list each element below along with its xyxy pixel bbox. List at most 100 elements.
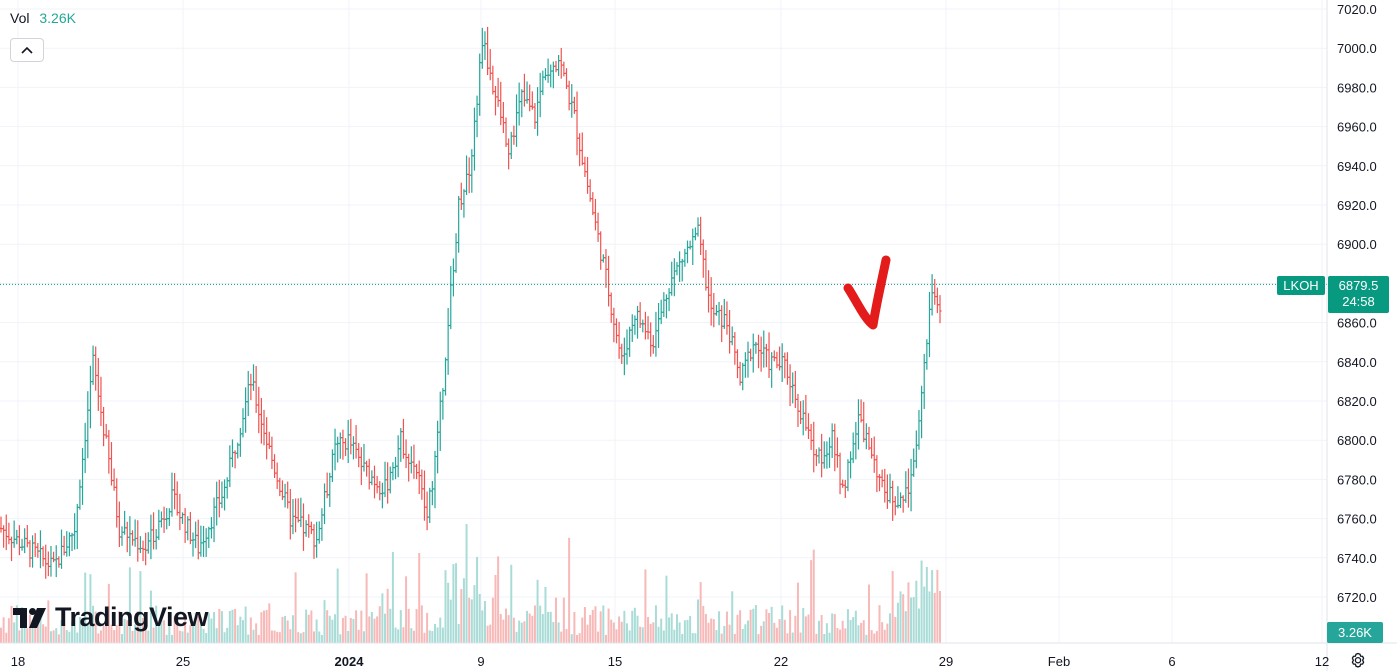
ohlc-bar [212, 497, 216, 543]
ohlc-bar [188, 511, 192, 545]
volume-bar [478, 593, 481, 643]
price-tick-label: 6980.0 [1337, 80, 1377, 95]
volume-bar [662, 630, 665, 643]
collapse-legend-button[interactable] [10, 38, 44, 62]
volume-bar [612, 622, 615, 643]
volume-bar [99, 630, 102, 643]
volume-bar [462, 578, 465, 643]
ohlc-bar [891, 480, 895, 521]
ohlc-bar [772, 350, 776, 362]
tradingview-logo[interactable]: TradingView [13, 602, 209, 633]
volume-bar [199, 620, 202, 643]
ohlc-bar [528, 84, 532, 112]
volume-bar [476, 556, 479, 643]
time-tick-label: 9 [477, 654, 484, 669]
ohlc-bar [833, 423, 837, 472]
ohlc-bar [901, 495, 905, 513]
ohlc-bar [441, 388, 445, 420]
volume-bar [744, 624, 747, 643]
ohlc-bar [249, 373, 253, 401]
ohlc-bar [88, 365, 93, 429]
ohlc-bar [835, 437, 840, 468]
time-axis[interactable]: 18 25 2024 9 15 22 29 Feb 6 12 [11, 654, 1329, 669]
ohlc-bar [575, 91, 579, 156]
volume-bar [78, 616, 81, 643]
settings-gear-icon[interactable] [1349, 651, 1367, 669]
ohlc-bar [293, 498, 298, 533]
volume-bar [323, 600, 326, 643]
volume-bar [297, 632, 300, 643]
volume-bar [920, 560, 923, 643]
volume-bar [189, 625, 192, 643]
volume-bar [326, 610, 329, 643]
ohlc-bar [449, 266, 453, 330]
volume-bar [320, 634, 323, 643]
ohlc-bar [123, 510, 127, 535]
volume-bar [552, 622, 555, 643]
volume-bar [686, 619, 689, 643]
ohlc-bar [622, 337, 626, 376]
volume-bar [49, 631, 52, 643]
volume-bar [649, 623, 652, 643]
volume-bar [192, 621, 195, 643]
volume-bar [310, 610, 313, 643]
ohlc-bar [499, 81, 503, 126]
volume-bar [570, 634, 573, 643]
volume-bar [241, 620, 244, 643]
volume-bar [846, 609, 849, 643]
volume-bar [362, 631, 365, 643]
volume-bar [689, 616, 692, 643]
ohlc-bar [591, 192, 595, 216]
ohlc-bar [204, 528, 208, 557]
ohlc-bar [683, 248, 687, 267]
volume-bar [457, 624, 460, 643]
ohlc-bar [2, 525, 6, 548]
volume-bar [176, 616, 179, 643]
volume-bar [92, 605, 95, 643]
ohlc-bar [41, 546, 45, 567]
volume-bar [144, 619, 147, 643]
ohlc-bar [136, 520, 140, 562]
ohlc-bar [304, 520, 308, 537]
ohlc-bar [601, 254, 605, 263]
volume-bar [883, 629, 886, 643]
ohlc-bar [559, 47, 563, 79]
volume-bar [807, 614, 810, 643]
volume-bar [825, 623, 828, 643]
ohlc-bar [670, 261, 674, 296]
volume-bar [917, 608, 920, 643]
volume-bar [5, 632, 8, 643]
volume-bar [896, 602, 899, 643]
ohlc-bar [120, 526, 124, 546]
volume-bar [791, 632, 794, 643]
ohlc-bar [801, 400, 805, 436]
ohlc-bar [275, 462, 279, 489]
volume-bar [723, 625, 726, 643]
volume-bar [810, 560, 813, 643]
ohlc-bar [130, 530, 135, 546]
volume-bar [886, 623, 889, 643]
ohlc-bar [912, 448, 916, 477]
volume-bar [694, 633, 697, 643]
ohlc-bar [183, 508, 187, 543]
volume-bar [857, 625, 860, 643]
volume-bar [152, 627, 155, 643]
volume-bar [936, 569, 939, 643]
volume-bar [86, 622, 89, 643]
ohlc-bar [551, 61, 555, 89]
ohlc-bar [733, 332, 737, 365]
ohlc-bar [825, 441, 829, 469]
volume-bar [657, 626, 660, 643]
volume-bar [654, 605, 657, 643]
volume-bar [710, 618, 713, 643]
volume-bar [489, 624, 492, 643]
volume-bar [928, 591, 931, 643]
price-tick-label: 6820.0 [1337, 394, 1377, 409]
ohlc-bar [796, 393, 800, 427]
volume-bar [313, 631, 315, 643]
volume-bar [770, 606, 773, 643]
volume-bar [110, 624, 113, 643]
volume-bar [34, 627, 37, 643]
